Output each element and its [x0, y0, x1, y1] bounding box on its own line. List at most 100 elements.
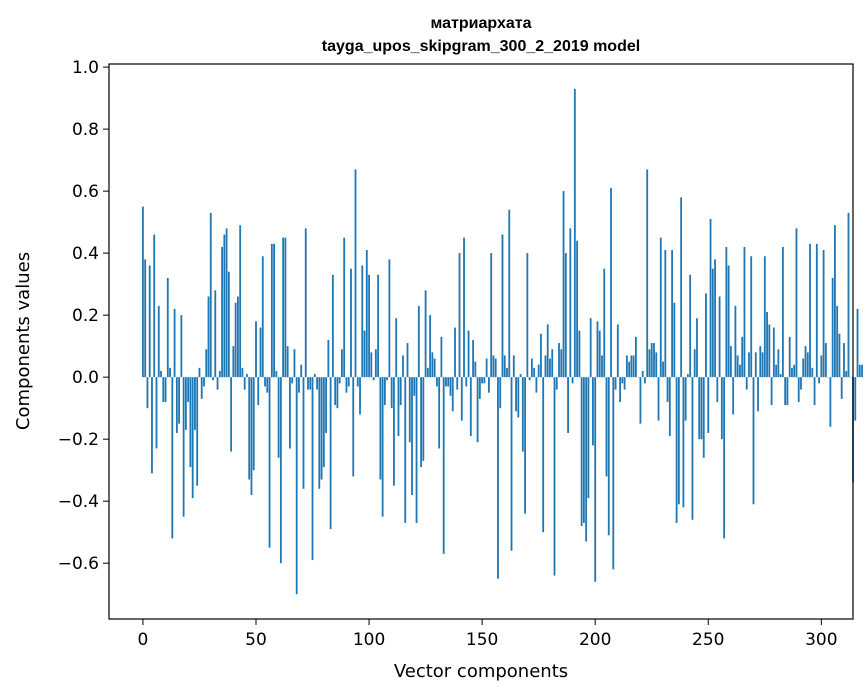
bar — [551, 349, 554, 378]
bar — [175, 377, 178, 433]
bar — [187, 377, 190, 402]
bar — [517, 377, 520, 418]
bar — [553, 377, 556, 576]
bar — [781, 246, 784, 378]
bar — [155, 377, 158, 449]
bar — [512, 355, 515, 378]
y-axis-ticks: −0.6 −0.4 −0.2 0.0 0.2 0.4 0.6 0.8 1.0 — [58, 58, 109, 574]
bar — [327, 339, 330, 378]
bar — [750, 256, 753, 378]
bar — [151, 377, 153, 474]
bar — [454, 327, 456, 378]
bar — [682, 377, 685, 508]
bar — [795, 228, 798, 378]
bar — [440, 336, 443, 378]
bar — [153, 234, 156, 378]
x-tick-label: 100 — [353, 630, 385, 650]
bar — [399, 377, 402, 406]
bar — [793, 364, 796, 378]
bar — [700, 377, 703, 440]
bar — [390, 377, 393, 409]
bar — [275, 370, 278, 378]
bar — [671, 250, 673, 378]
bar — [476, 377, 479, 443]
bar — [549, 358, 551, 378]
bar — [350, 268, 352, 378]
bar — [325, 377, 327, 433]
bar — [282, 237, 285, 378]
bar — [234, 302, 237, 378]
bar — [255, 321, 257, 378]
bar — [189, 377, 192, 468]
bar — [752, 377, 755, 505]
bar — [318, 377, 321, 489]
bar — [845, 370, 848, 378]
bar — [824, 343, 827, 378]
bar — [379, 377, 382, 480]
bar — [298, 377, 300, 393]
bar — [858, 364, 861, 378]
bar — [230, 377, 233, 452]
bar — [580, 377, 583, 526]
bar — [732, 377, 735, 415]
bar — [515, 377, 517, 412]
x-tick-label: 200 — [579, 630, 611, 650]
bar — [818, 377, 820, 384]
bar — [207, 296, 210, 378]
bar — [397, 377, 400, 437]
bar — [257, 377, 260, 406]
bar — [582, 377, 585, 523]
bar — [393, 377, 395, 486]
bar — [727, 265, 730, 378]
bar — [322, 377, 325, 468]
bar — [445, 377, 447, 387]
bar — [361, 265, 364, 378]
bar — [388, 259, 391, 378]
bar — [772, 327, 775, 378]
bar — [861, 364, 863, 378]
bar — [225, 228, 228, 378]
bar — [205, 349, 208, 378]
bar — [718, 296, 721, 378]
chart-subtitle: tayga_upos_skipgram_300_2_2019 model — [322, 38, 640, 55]
bar — [309, 377, 312, 390]
bar — [854, 377, 857, 421]
bar — [386, 377, 389, 381]
bar — [802, 358, 805, 378]
bar — [607, 377, 610, 536]
bar — [659, 237, 662, 378]
bar — [148, 265, 151, 378]
bar — [806, 352, 809, 378]
bar — [702, 377, 705, 458]
bar — [198, 367, 201, 378]
bar — [757, 377, 759, 412]
bar — [813, 377, 816, 406]
bar — [594, 377, 597, 582]
bar — [447, 377, 450, 387]
bar — [433, 358, 436, 378]
bar — [431, 352, 434, 378]
bar — [395, 318, 398, 378]
bar — [426, 367, 429, 378]
bar — [164, 377, 167, 402]
bar — [623, 377, 626, 390]
bar — [614, 377, 617, 390]
y-tick-label: −0.2 — [58, 430, 99, 450]
bar — [644, 377, 646, 384]
bar — [562, 191, 565, 378]
bar — [465, 377, 468, 387]
y-axis-label: Components values — [13, 252, 34, 430]
bar — [809, 243, 811, 378]
bar — [341, 349, 343, 378]
bar — [359, 377, 361, 415]
bar — [483, 377, 486, 384]
bar — [200, 377, 203, 399]
bar — [662, 361, 664, 378]
bar — [169, 367, 171, 378]
bar — [408, 377, 411, 443]
bar — [248, 377, 251, 480]
bar — [743, 246, 746, 378]
bar — [612, 377, 615, 570]
bar — [488, 377, 490, 393]
